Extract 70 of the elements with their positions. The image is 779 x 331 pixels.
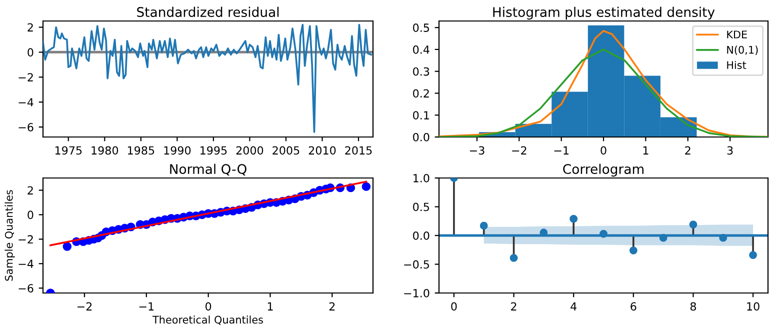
y-tick-label: 0.4 — [413, 45, 430, 54]
x-tick-label: −1 — [554, 146, 568, 154]
x-tick-label: 8 — [690, 302, 696, 311]
x-tick-label: 1995 — [200, 146, 227, 155]
x-tick-label: −2 — [77, 302, 92, 310]
y-tick-label: −6 — [18, 284, 34, 292]
y-tick-label: 0.5 — [413, 24, 429, 32]
x-tick-label: 6 — [630, 302, 636, 311]
point — [600, 230, 608, 238]
y-tick-label: 2 — [28, 23, 33, 32]
point — [540, 228, 548, 237]
x-tick-label: 0 — [206, 302, 212, 311]
legend-label: KDE — [727, 30, 747, 38]
point — [62, 242, 72, 251]
x-tick-label: 4 — [570, 302, 576, 310]
y-tick-label: −2 — [18, 235, 33, 244]
y-tick-label: −4 — [18, 98, 34, 106]
y-tick-label: −2 — [18, 73, 33, 82]
x-tick-label: −2 — [512, 146, 526, 154]
point — [510, 254, 518, 262]
y-tick-label: −0.5 — [404, 260, 429, 269]
y-tick-label: −1.0 — [404, 288, 430, 298]
point — [719, 234, 728, 242]
y-tick-label: 0.0 — [413, 132, 430, 142]
chart-title: Normal Q-Q — [170, 164, 246, 176]
point — [570, 214, 578, 223]
legend-label: Hist — [727, 60, 746, 70]
point — [362, 182, 371, 191]
point — [480, 222, 488, 230]
x-tick-label: 1985 — [128, 146, 154, 155]
chart-title: Correlogram — [563, 164, 644, 177]
x-tick-label: 3 — [727, 146, 733, 155]
chart-title: Histogram plus estimated density — [493, 6, 715, 20]
x-tick-label: −1 — [139, 302, 154, 310]
y-tick-label: 2 — [28, 186, 33, 194]
x-tick-label: 2 — [329, 302, 335, 310]
x-tick-label: 2 — [685, 146, 690, 154]
line-series — [43, 24, 372, 133]
legend-label: N(0,1) — [727, 46, 758, 55]
x-tick-label: 1990 — [164, 146, 191, 155]
y-tick-label: 1.0 — [414, 174, 430, 182]
point — [659, 234, 668, 242]
y-tick-label: 0.3 — [413, 67, 430, 76]
x-tick-label: 2 — [511, 302, 516, 310]
x-tick-label: 2010 — [308, 146, 336, 155]
point — [749, 251, 757, 259]
x-tick-label: 1 — [643, 146, 648, 154]
x-tick-label: 2015 — [345, 146, 372, 155]
x-tick-label: 0 — [451, 302, 457, 311]
y-tick-label: 0 — [28, 210, 34, 220]
point — [629, 246, 638, 254]
x-tick-label: 1980 — [92, 146, 118, 155]
chart-title: Standardized residual — [137, 6, 279, 18]
x-axis-title: Theoretical Quantiles — [152, 316, 263, 325]
y-tick-label: 0.2 — [413, 89, 429, 98]
y-tick-label: −4 — [18, 260, 34, 268]
y-axis-title: Sample Quantiles — [4, 190, 15, 281]
x-tick-label: −3 — [470, 146, 484, 155]
x-tick-label: 1 — [268, 302, 273, 310]
y-tick-label: 0.1 — [413, 111, 429, 120]
x-tick-label: 2000 — [236, 146, 264, 155]
y-tick-label: 0.5 — [413, 202, 429, 212]
point — [689, 220, 698, 229]
x-tick-label: 1975 — [55, 146, 82, 155]
y-tick-label: −6 — [18, 122, 34, 132]
y-tick-label: 0.0 — [413, 231, 430, 240]
y-tick-label: 0 — [28, 48, 34, 57]
x-tick-label: 2005 — [272, 146, 300, 155]
x-tick-label: 10 — [747, 302, 760, 311]
x-tick-label: 0 — [600, 146, 606, 155]
